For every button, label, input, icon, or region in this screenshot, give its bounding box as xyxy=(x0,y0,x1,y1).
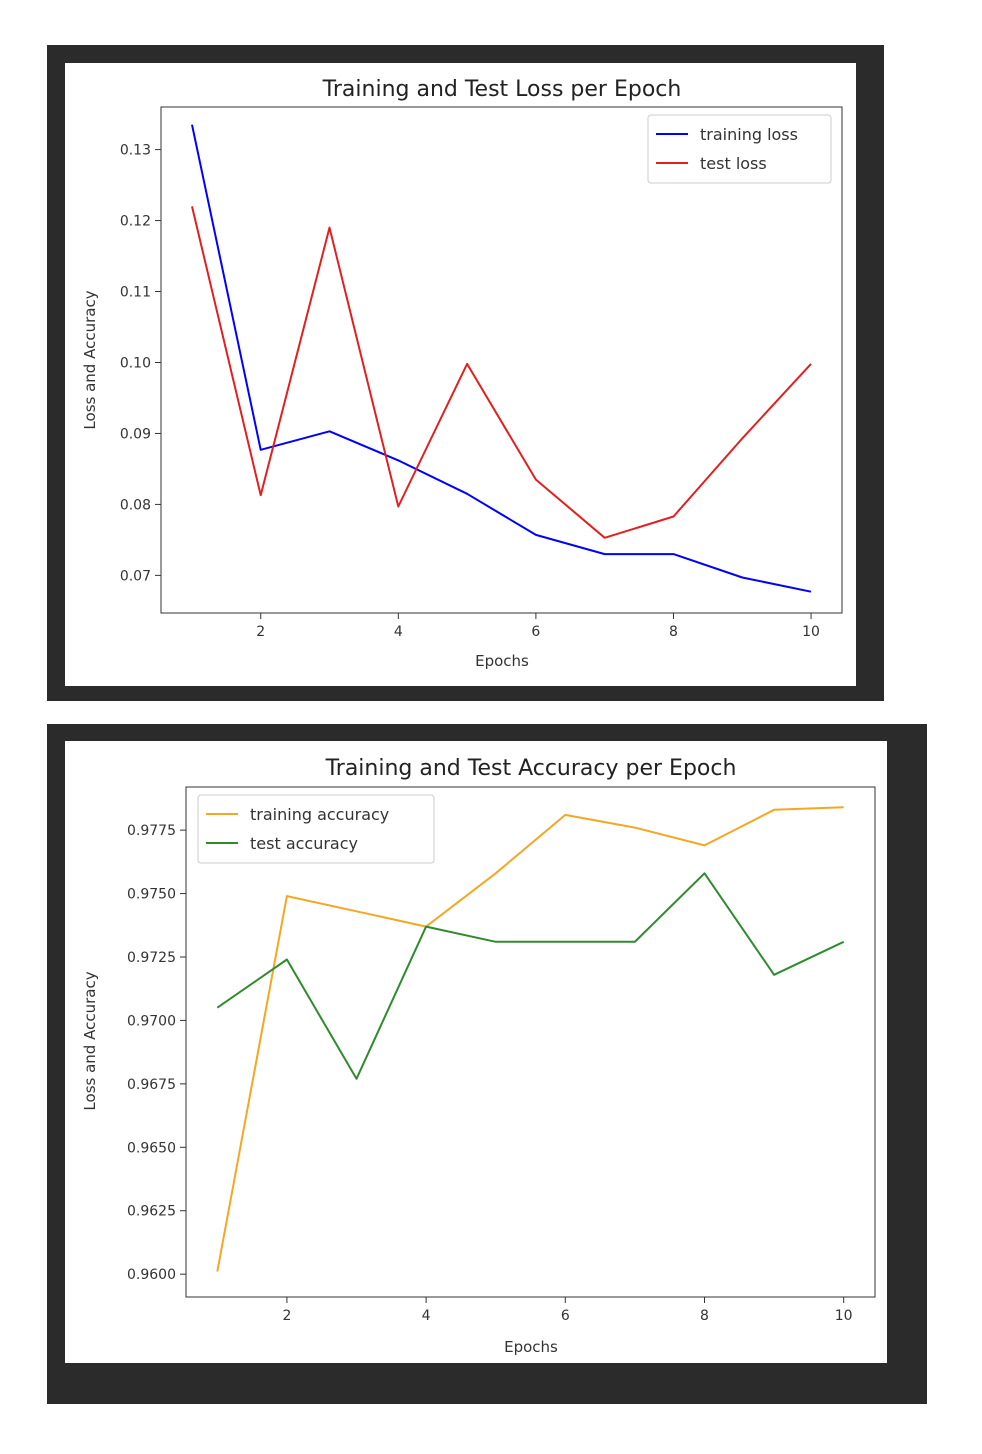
legend-entry: training accuracy xyxy=(250,805,389,824)
y-tick-label: 0.9750 xyxy=(127,887,176,903)
x-tick-label: 8 xyxy=(700,1308,709,1324)
x-axis-label: Epochs xyxy=(504,1338,558,1356)
loss-chart-canvas: Training and Test Loss per Epoch 2 4 6 8 10 … xyxy=(65,63,856,686)
series-line-training-loss xyxy=(191,124,812,593)
y-tick-label: 0.9600 xyxy=(127,1267,176,1283)
x-tick-label: 4 xyxy=(422,1308,431,1324)
x-tick-label: 8 xyxy=(669,624,678,640)
accuracy-chart: Training and Test Accuracy per Epoch 2 4 6… xyxy=(81,756,876,1356)
y-tick-label: 0.07 xyxy=(120,568,151,584)
y-tick-label: 0.09 xyxy=(120,426,151,442)
accuracy-chart-panel: Training and Test Accuracy per Epoch 2 4 6… xyxy=(47,724,927,1404)
y-ticks: 0.9600 0.9625 0.9650 0.9675 0.9700 0.9725 0.97… xyxy=(127,823,186,1283)
y-axis-label: Loss and Accuracy xyxy=(81,290,99,429)
x-axis-label: Epochs xyxy=(475,652,529,670)
x-tick-label: 10 xyxy=(802,624,820,640)
y-tick-label: 0.11 xyxy=(120,285,151,301)
y-tick-label: 0.12 xyxy=(120,214,151,230)
accuracy-chart-canvas: Training and Test Accuracy per Epoch 2 4 6… xyxy=(65,741,887,1363)
y-tick-label: 0.08 xyxy=(120,497,151,513)
y-axis-label: Loss and Accuracy xyxy=(81,971,99,1110)
legend-entry: test accuracy xyxy=(250,834,358,853)
legend: training loss test loss xyxy=(647,114,832,184)
loss-chart: Training and Test Loss per Epoch 2 4 6 8 10 … xyxy=(81,77,843,670)
x-tick-label: 10 xyxy=(835,1308,853,1324)
y-tick-label: 0.9700 xyxy=(127,1013,176,1029)
series-line-test-loss xyxy=(191,206,812,539)
chart-title: Training and Test Accuracy per Epoch xyxy=(325,756,737,781)
series-line-test-accuracy xyxy=(216,872,845,1080)
legend-entry: training loss xyxy=(700,125,798,144)
legend-entry: test loss xyxy=(700,154,767,173)
plot-area-frame xyxy=(160,106,843,614)
legend-box xyxy=(647,114,832,184)
series-lines xyxy=(216,806,845,1272)
y-tick-label: 0.9625 xyxy=(127,1204,176,1220)
y-ticks: 0.07 0.08 0.09 0.10 0.11 0.12 0.13 xyxy=(120,143,161,584)
y-tick-label: 0.9775 xyxy=(127,823,176,839)
series-lines xyxy=(191,124,812,593)
x-ticks: 2 4 6 8 10 xyxy=(256,613,820,640)
y-tick-label: 0.10 xyxy=(120,355,151,371)
x-tick-label: 2 xyxy=(256,624,265,640)
x-tick-label: 4 xyxy=(394,624,403,640)
y-tick-label: 0.9675 xyxy=(127,1077,176,1093)
x-tick-label: 6 xyxy=(561,1308,570,1324)
legend-box xyxy=(197,794,435,864)
y-tick-label: 0.13 xyxy=(120,143,151,159)
y-tick-label: 0.9650 xyxy=(127,1140,176,1156)
y-tick-label: 0.9725 xyxy=(127,950,176,966)
x-tick-label: 6 xyxy=(531,624,540,640)
x-ticks: 2 4 6 8 10 xyxy=(282,1297,853,1324)
legend: training accuracy test accuracy xyxy=(197,794,435,864)
x-tick-label: 2 xyxy=(282,1308,291,1324)
series-line-training-accuracy xyxy=(216,806,844,1272)
loss-chart-panel: Training and Test Loss per Epoch 2 4 6 8 10 … xyxy=(47,45,884,701)
chart-title: Training and Test Loss per Epoch xyxy=(322,77,682,102)
plot-area-frame xyxy=(185,786,876,1298)
